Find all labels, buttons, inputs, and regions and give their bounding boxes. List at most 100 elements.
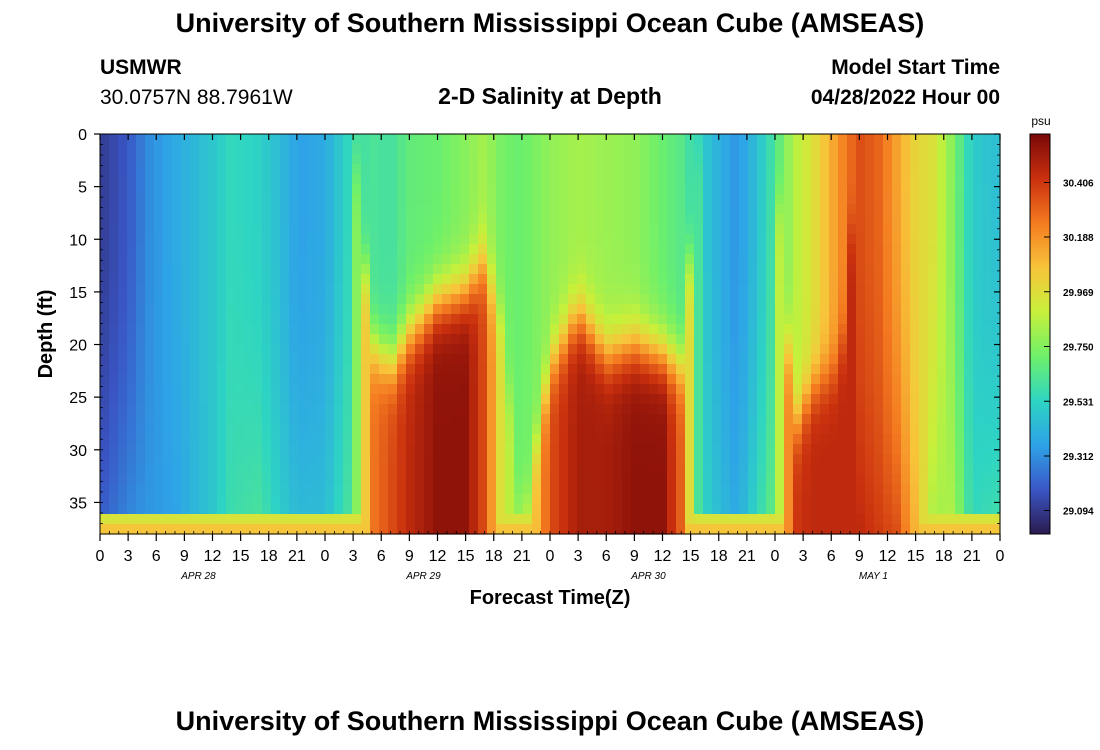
heatmap-cell [811,424,821,435]
heatmap-cell [730,324,740,335]
heatmap-cell [568,384,578,395]
heatmap-cell [721,244,731,255]
heatmap-cell [406,354,416,365]
heatmap-cell [991,364,1001,375]
heatmap-cell [397,334,407,345]
heatmap-cell [640,364,650,375]
heatmap-cell [811,154,821,165]
heatmap-cell [379,174,389,185]
heatmap-cell [811,214,821,225]
heatmap-cell [829,254,839,265]
heatmap-cell [946,444,956,455]
heatmap-cell [946,324,956,335]
heatmap-cell [739,384,749,395]
heatmap-cell [559,174,569,185]
heatmap-cell [172,234,182,245]
heatmap-cell [478,274,488,285]
heatmap-cell [343,454,353,465]
heatmap-cell [532,264,542,275]
heatmap-cell [694,214,704,225]
heatmap-cell [226,254,236,265]
heatmap-cell [361,454,371,465]
heatmap-cell [226,214,236,225]
heatmap-cell [784,254,794,265]
heatmap-cell [118,324,128,335]
heatmap-cell [892,464,902,475]
heatmap-cell [406,264,416,275]
heatmap-cell [325,194,335,205]
heatmap-cell [730,164,740,175]
heatmap-cell [658,524,668,535]
heatmap-cell [487,314,497,325]
heatmap-cell [208,194,218,205]
heatmap-cell [946,224,956,235]
heatmap-cell [451,204,461,215]
heatmap-cell [145,364,155,375]
heatmap-cell [550,374,560,385]
heatmap-cell [748,484,758,495]
heatmap-cell [406,514,416,525]
heatmap-cell [226,394,236,405]
heatmap-cell [271,174,281,185]
heatmap-cell [199,264,209,275]
heatmap-cell [649,134,659,145]
heatmap-cell [667,134,677,145]
heatmap-cell [946,274,956,285]
heatmap-cell [559,304,569,315]
heatmap-cell [991,214,1001,225]
heatmap-cell [703,444,713,455]
heatmap-cell [415,284,425,295]
heatmap-cell [136,234,146,245]
heatmap-cell [577,384,587,395]
heatmap-cell [739,174,749,185]
heatmap-cell [154,284,164,295]
heatmap-cell [325,494,335,505]
heatmap-cell [334,474,344,485]
heatmap-cell [865,154,875,165]
heatmap-cell [424,444,434,455]
heatmap-cell [532,314,542,325]
heatmap-cell [577,334,587,345]
heatmap-cell [235,504,245,515]
x-tick-label: 21 [738,548,756,565]
heatmap-cell [559,284,569,295]
heatmap-cell [685,354,695,365]
heatmap-cell [397,274,407,285]
heatmap-cell [883,294,893,305]
heatmap-cell [649,154,659,165]
heatmap-cell [613,514,623,525]
heatmap-cell [352,244,362,255]
heatmap-cell [775,344,785,355]
heatmap-cell [505,334,515,345]
heatmap-cell [604,504,614,515]
heatmap-cell [541,184,551,195]
heatmap-cell [145,434,155,445]
heatmap-cell [856,524,866,535]
heatmap-cell [568,314,578,325]
heatmap-cell [793,504,803,515]
heatmap-cell [298,224,308,235]
heatmap-cell [415,174,425,185]
heatmap-cell [946,504,956,515]
heatmap-cell [172,134,182,145]
heatmap-cell [487,134,497,145]
heatmap-cell [505,504,515,515]
heatmap-cell [685,404,695,415]
heatmap-cell [190,494,200,505]
heatmap-cell [730,174,740,185]
heatmap-cell [730,294,740,305]
heatmap-cell [451,294,461,305]
heatmap-cell [343,514,353,525]
heatmap-cell [226,154,236,165]
heatmap-cell [973,314,983,325]
heatmap-cell [190,474,200,485]
heatmap-cell [253,364,263,375]
heatmap-cell [793,484,803,495]
heatmap-cell [496,154,506,165]
heatmap-cell [883,164,893,175]
heatmap-cell [181,514,191,525]
heatmap-cell [289,424,299,435]
heatmap-cell [406,524,416,535]
y-tick-label: 30 [69,443,87,460]
heatmap-cell [937,174,947,185]
